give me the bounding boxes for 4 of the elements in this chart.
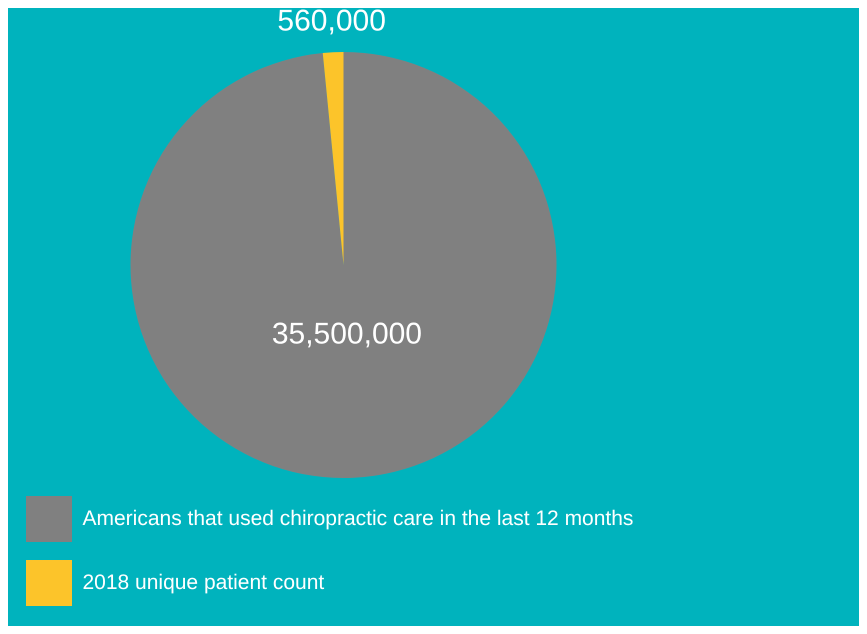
legend-label: Americans that used chiropractic care in the last 12 months [82, 506, 634, 530]
data-label: 35,500,000 [272, 317, 422, 350]
data-label: 560,000 [277, 4, 386, 38]
legend-label: 2018 unique patient count [82, 570, 324, 594]
